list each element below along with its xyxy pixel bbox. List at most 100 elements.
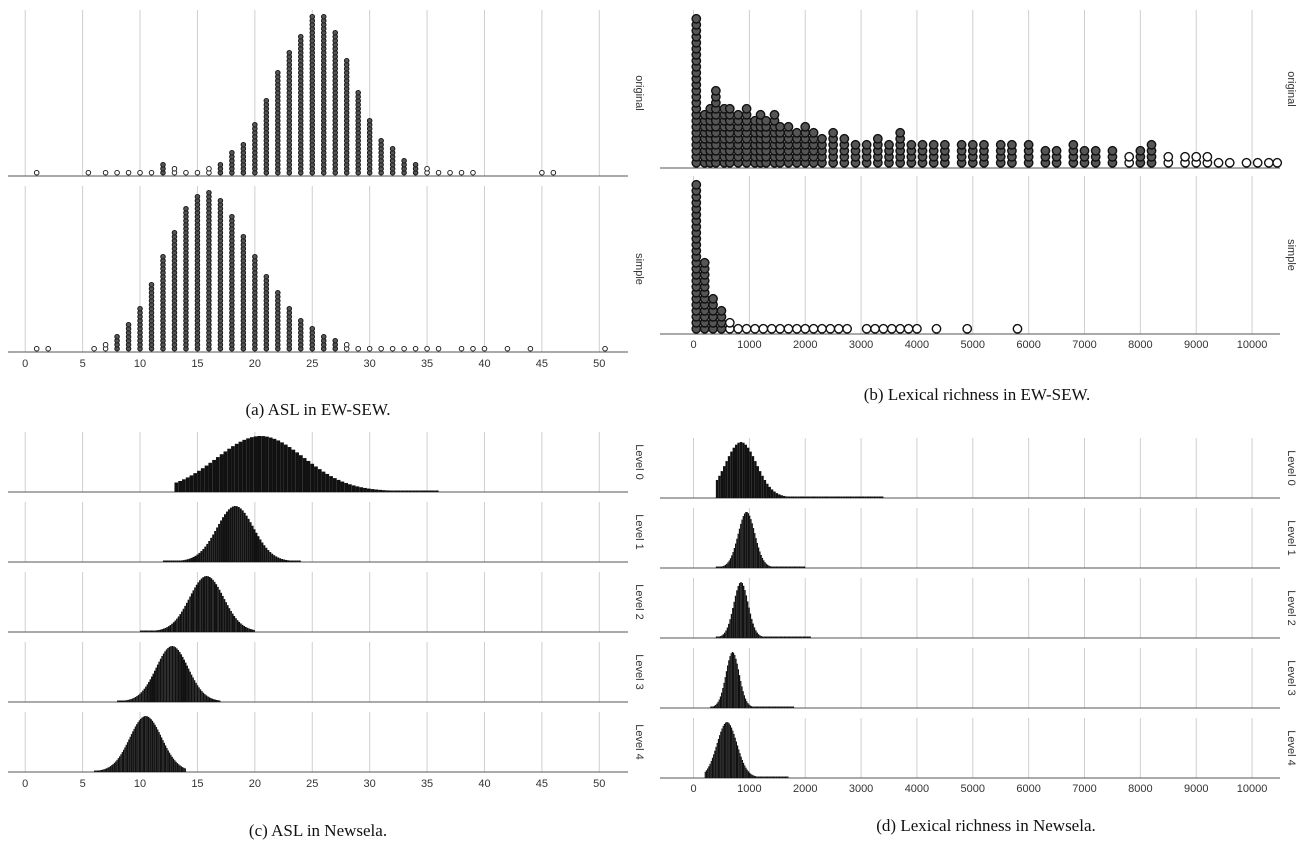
histogram-bar: [793, 566, 796, 568]
histogram-bar: [772, 566, 774, 568]
histogram-bar: [765, 706, 767, 708]
histogram-bar: [261, 542, 264, 562]
histogram-bar: [159, 658, 162, 702]
data-point: [1090, 145, 1101, 156]
facet-simple: simple: [8, 186, 645, 353]
data-point: [1224, 157, 1235, 168]
data-column: [733, 109, 744, 168]
data-column: [378, 137, 384, 176]
histogram-bar: [156, 664, 159, 702]
data-column: [435, 169, 442, 176]
histogram-bar: [165, 649, 168, 702]
histogram-bar: [718, 566, 720, 568]
histogram-bar: [141, 717, 143, 772]
data-column: [1202, 151, 1213, 168]
histogram-bar: [122, 700, 125, 702]
histogram-bar: [96, 770, 99, 772]
histogram-bar: [774, 776, 776, 778]
histogram-bar: [801, 636, 803, 638]
data-point: [917, 139, 928, 150]
histogram-bar: [151, 720, 154, 772]
histogram-bar: [744, 444, 747, 498]
histogram-bar: [750, 773, 752, 778]
histogram-bar: [757, 547, 760, 568]
histogram-bar: [129, 736, 131, 772]
histogram-bar: [752, 775, 754, 778]
data-column: [602, 345, 608, 352]
data-point: [160, 253, 166, 260]
data-point: [833, 323, 844, 334]
histogram-bar: [764, 706, 766, 708]
data-point: [800, 323, 811, 334]
data-point: [378, 137, 384, 144]
data-point: [137, 305, 143, 312]
histogram-bar: [746, 512, 748, 568]
histogram-bar: [793, 636, 795, 638]
data-point: [808, 323, 819, 334]
histogram-bar: [283, 444, 288, 492]
data-point: [194, 169, 201, 176]
x-tick-label: 40: [478, 778, 490, 790]
histogram-bar: [163, 560, 165, 562]
data-point: [691, 179, 702, 190]
data-column: [884, 139, 894, 168]
histogram-bar: [100, 769, 102, 772]
data-point: [842, 323, 853, 334]
histogram-bar: [174, 560, 177, 562]
data-point: [716, 305, 727, 316]
data-column: [1252, 157, 1263, 168]
histogram-bar: [185, 477, 190, 492]
histogram-bar: [737, 442, 740, 498]
histogram-bar: [724, 677, 726, 708]
histogram-bar: [268, 437, 273, 492]
histogram-bar: [773, 491, 776, 498]
histogram-bar: [768, 486, 771, 498]
histogram-bar: [749, 613, 752, 638]
data-column: [912, 323, 922, 334]
histogram-bar: [768, 636, 771, 638]
histogram-bar: [742, 585, 745, 638]
histogram-bar: [245, 515, 248, 562]
histogram-bar: [210, 578, 213, 632]
histogram-bar: [143, 688, 146, 702]
histogram-bar: [849, 496, 853, 498]
histogram-bar: [171, 756, 173, 772]
histogram-bar: [223, 599, 226, 632]
data-point: [699, 257, 710, 268]
histogram-bar: [170, 646, 172, 702]
data-point: [755, 109, 766, 120]
histogram-bar: [231, 506, 234, 562]
data-column: [91, 345, 97, 352]
data-column: [791, 323, 802, 334]
histogram-bar: [736, 663, 738, 708]
x-tick-label: 40: [478, 358, 490, 370]
histogram-bar: [754, 461, 757, 498]
data-point: [741, 103, 752, 114]
data-column: [895, 127, 906, 168]
histogram-bar: [871, 496, 874, 498]
data-column: [343, 341, 350, 352]
histogram-bar: [239, 508, 242, 562]
histogram-bar: [189, 671, 191, 702]
histogram-bar: [263, 545, 266, 562]
x-tick-label: 30: [364, 778, 376, 790]
histogram-bar: [146, 684, 149, 702]
histogram-bar: [777, 706, 779, 708]
histogram-bar: [751, 774, 753, 778]
histogram-bar: [163, 742, 165, 772]
histogram-bar: [249, 437, 254, 492]
histogram-bar: [195, 584, 198, 632]
histogram-bar: [117, 758, 120, 772]
histogram-bar: [118, 700, 121, 702]
data-column: [447, 169, 453, 176]
histogram-bar: [864, 496, 867, 498]
histogram-bar: [762, 776, 764, 778]
histogram-bar: [143, 630, 145, 632]
x-tick-label: 3000: [849, 783, 873, 795]
histogram-bar: [150, 719, 152, 772]
x-tick-label: 2000: [793, 783, 817, 795]
histogram-bar: [746, 701, 748, 708]
data-column: [917, 139, 928, 168]
x-tick-label: 8000: [1128, 339, 1152, 351]
panel-asl-ew-sew: original simple 0 5 10 15 20 25 30 35 40 45 50: [8, 10, 645, 370]
